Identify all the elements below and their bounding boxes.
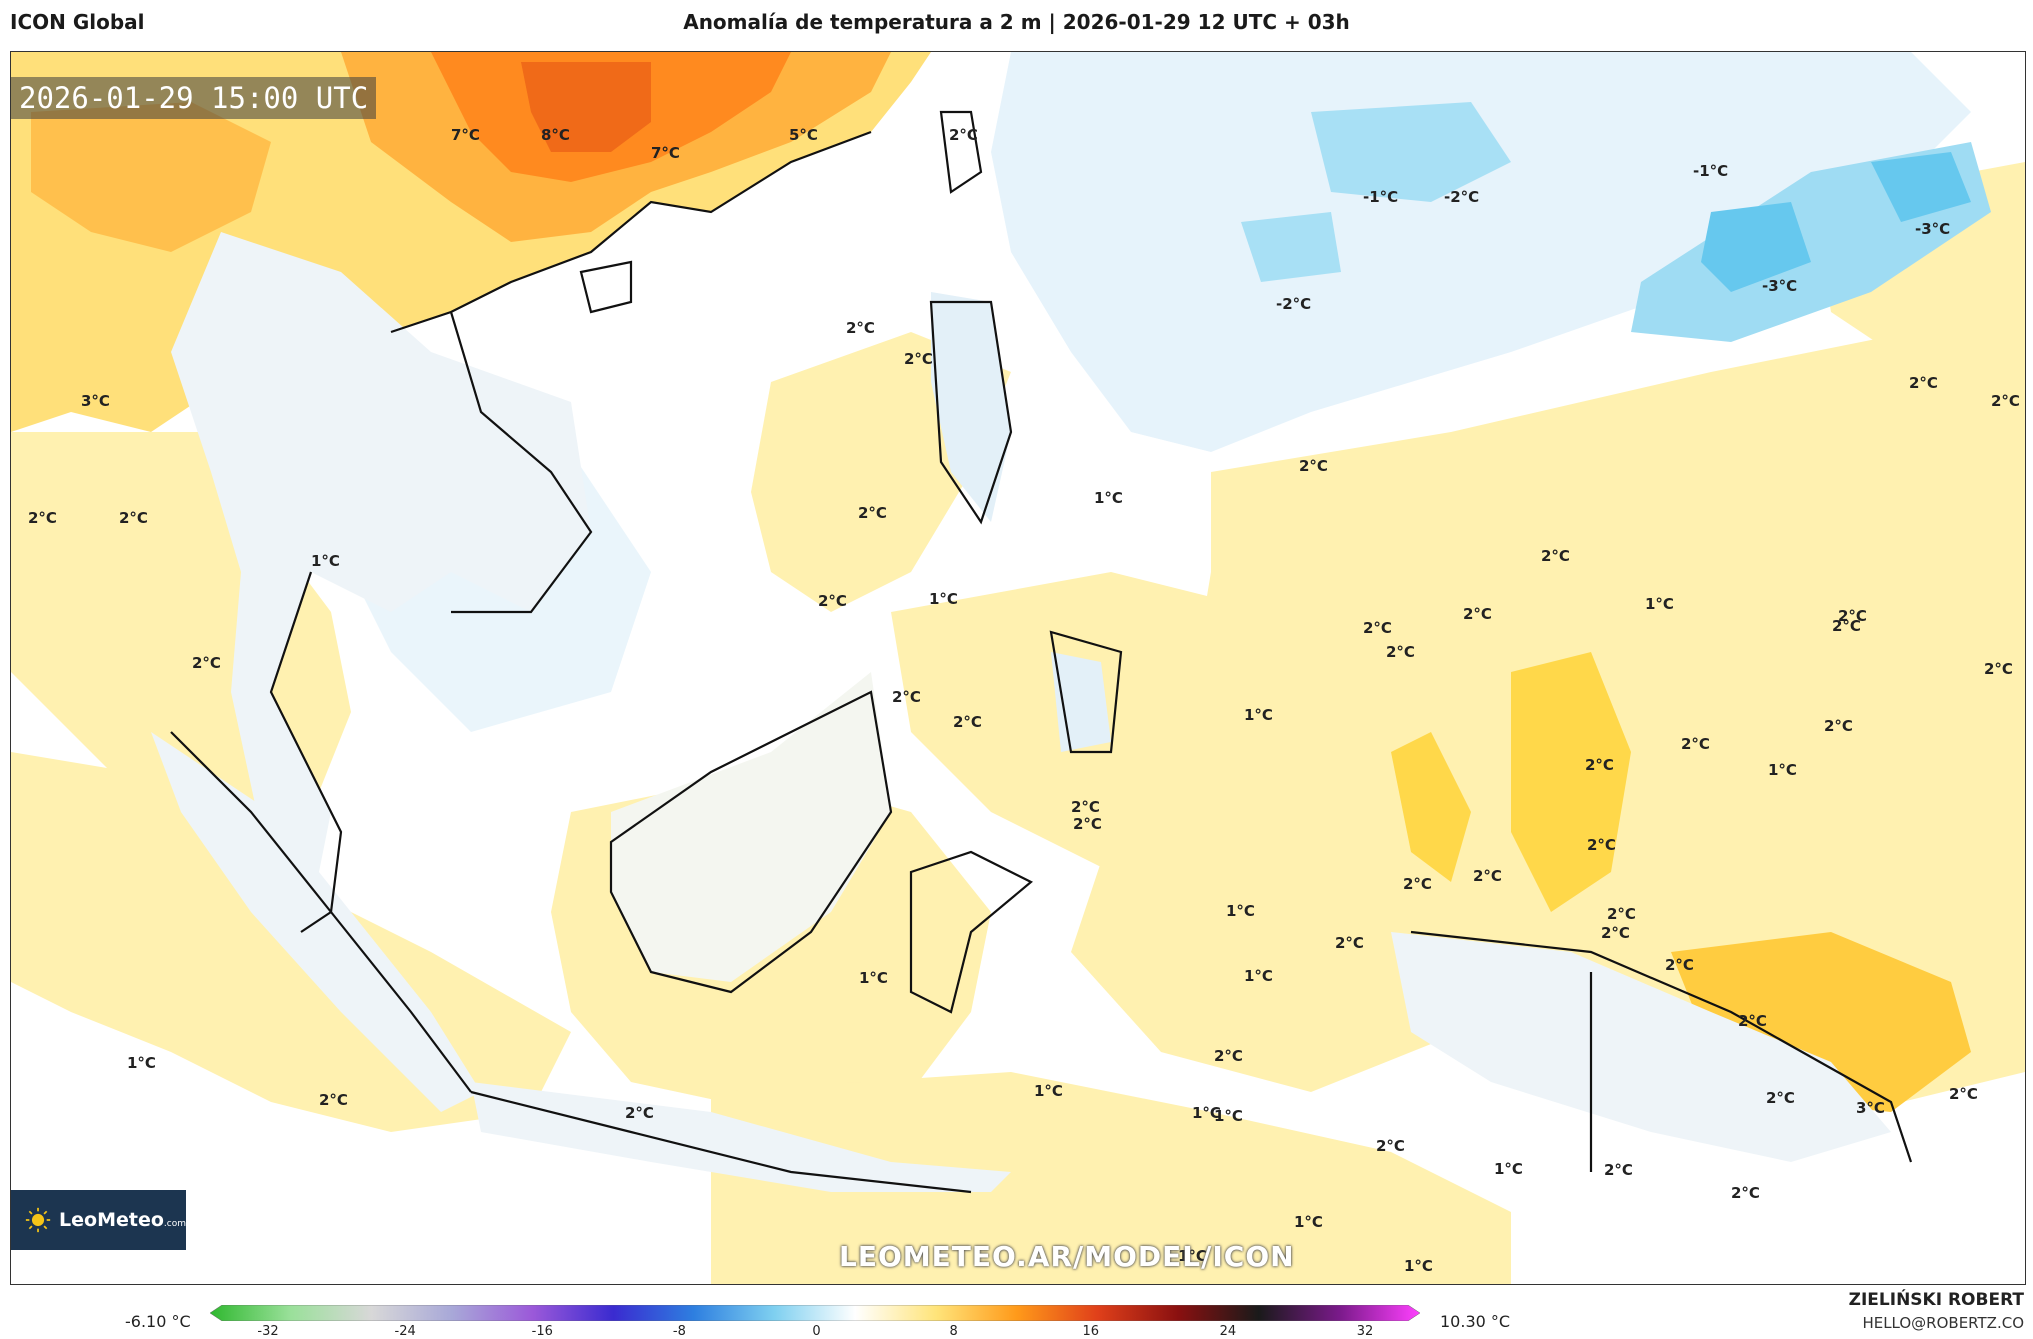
watermark-url: LEOMETEO.AR/MODEL/ICON [839,1240,1295,1273]
contour-label: 2°C [1766,1089,1795,1107]
contour-label: 2°C [1738,1012,1767,1030]
contour-label: 1°C [929,590,958,608]
contour-label: 2°C [1949,1085,1978,1103]
contour-label: 1°C [1494,1160,1523,1178]
contour-label: 2°C [1386,643,1415,661]
contour-label: 2°C [1838,607,1867,625]
contour-label: 2°C [1541,547,1570,565]
colorbar-min-label: -6.10 °C [125,1312,191,1331]
contour-label: -2°C [1444,188,1480,206]
author-email: HELLO@ROBERTZ.CO [1862,1314,2024,1332]
contour-label: 1°C [1034,1082,1063,1100]
colorbar-tick-label: 16 [1082,1324,1100,1339]
contour-label: -1°C [1693,162,1729,180]
contour-label: 2°C [1585,756,1614,774]
contour-label: 2°C [1731,1184,1760,1202]
contour-label: 2°C [1463,605,1492,623]
contour-label: 1°C [311,552,340,570]
contour-label: 2°C [1363,619,1392,637]
colorbar [210,1305,1420,1321]
contour-label: 1°C [1768,761,1797,779]
colorbar-tick-label: -16 [531,1324,553,1339]
contour-label: 2°C [1665,956,1694,974]
map-background [11,52,2025,1284]
valid-time-badge: 2026-01-29 15:00 UTC [11,77,377,119]
contour-label: 2°C [1073,815,1102,833]
contour-label: 2°C [119,509,148,527]
contour-label: -3°C [1762,277,1798,295]
contour-label: 2°C [1909,374,1938,392]
contour-label: 2°C [1601,924,1630,942]
contour-label: 1°C [1645,595,1674,613]
contour-label: -2°C [1276,295,1312,313]
colorbar-tick-label: 24 [1219,1324,1237,1339]
contour-label: 2°C [892,688,921,706]
contour-label: 1°C [1192,1104,1221,1122]
contour-label: 1°C [1214,1107,1243,1125]
contour-label: 2°C [1681,735,1710,753]
contour-label: 2°C [1473,867,1502,885]
colorbar-max-label: 10.30 °C [1440,1312,1511,1331]
leometeo-logo: LeoMeteo.com [11,1190,186,1250]
temperature-anomaly-map: 2026-01-29 15:00 UTC 7°C 8°C 7°C 5°C 2°C -1°C… [10,51,2026,1285]
contour-label: 2°C [1214,1047,1243,1065]
contour-label: 2°C [1071,798,1100,816]
contour-label: 1°C [1294,1213,1323,1231]
contour-label: 2°C [1832,617,1861,635]
contour-label: 2°C [953,713,982,731]
contour-label: -1°C [1363,188,1399,206]
colorbar-tick-label: -8 [672,1324,686,1339]
logo-suffix: .com [163,1219,186,1229]
contour-label: 2°C [858,504,887,522]
contour-label: 2°C [1403,875,1432,893]
contour-label: 2°C [818,592,847,610]
contour-label: 3°C [1856,1099,1885,1117]
contour-label: 2°C [1376,1137,1405,1155]
contour-label: 2°C [1991,392,2020,410]
contour-label: 1°C [1404,1257,1433,1275]
contour-label: 1°C [1244,967,1273,985]
contour-label: 2°C [1335,934,1364,952]
author-name: ZIELIŃSKI ROBERT [1848,1290,2024,1310]
contour-label: 1°C [859,969,888,987]
contour-label: -3°C [1915,220,1951,238]
contour-label: 1°C [1244,706,1273,724]
contour-label: 2°C [28,509,57,527]
colorbar-tick-label: -32 [257,1324,279,1339]
contour-label: 7°C [651,144,680,162]
colorbar-tick-label: -24 [394,1324,416,1339]
contour-label: 2°C [319,1091,348,1109]
contour-label: 2°C [904,350,933,368]
contour-label: 2°C [1299,457,1328,475]
contour-label: 2°C [192,654,221,672]
colorbar-tick-label: 0 [812,1324,821,1339]
contour-label: 7°C [451,126,480,144]
contour-label: 2°C [1604,1161,1633,1179]
contour-label: 1°C [1178,1247,1207,1265]
contour-label: 2°C [1824,717,1853,735]
logo-brand: LeoMeteo [59,1209,164,1231]
contour-label: 1°C [127,1054,156,1072]
contour-label: 3°C [81,392,110,410]
contour-label: 1°C [1226,902,1255,920]
contour-label: 8°C [541,126,570,144]
map-title: Anomalía de temperatura a 2 m | 2026-01-… [683,10,1350,34]
colorbar-tick-label: 32 [1356,1324,1374,1339]
contour-label: 2°C [625,1104,654,1122]
contour-label: 5°C [789,126,818,144]
contour-label: 2°C [1607,905,1636,923]
colorbar-tick-label: 8 [949,1324,958,1339]
contour-label: 2°C [1587,836,1616,854]
contour-label: 2°C [1984,660,2013,678]
contour-label: 1°C [1094,489,1123,507]
sun-icon [25,1207,51,1233]
contour-label: 2°C [846,319,875,337]
model-name: ICON Global [10,10,145,34]
contour-label: 2°C [949,126,978,144]
